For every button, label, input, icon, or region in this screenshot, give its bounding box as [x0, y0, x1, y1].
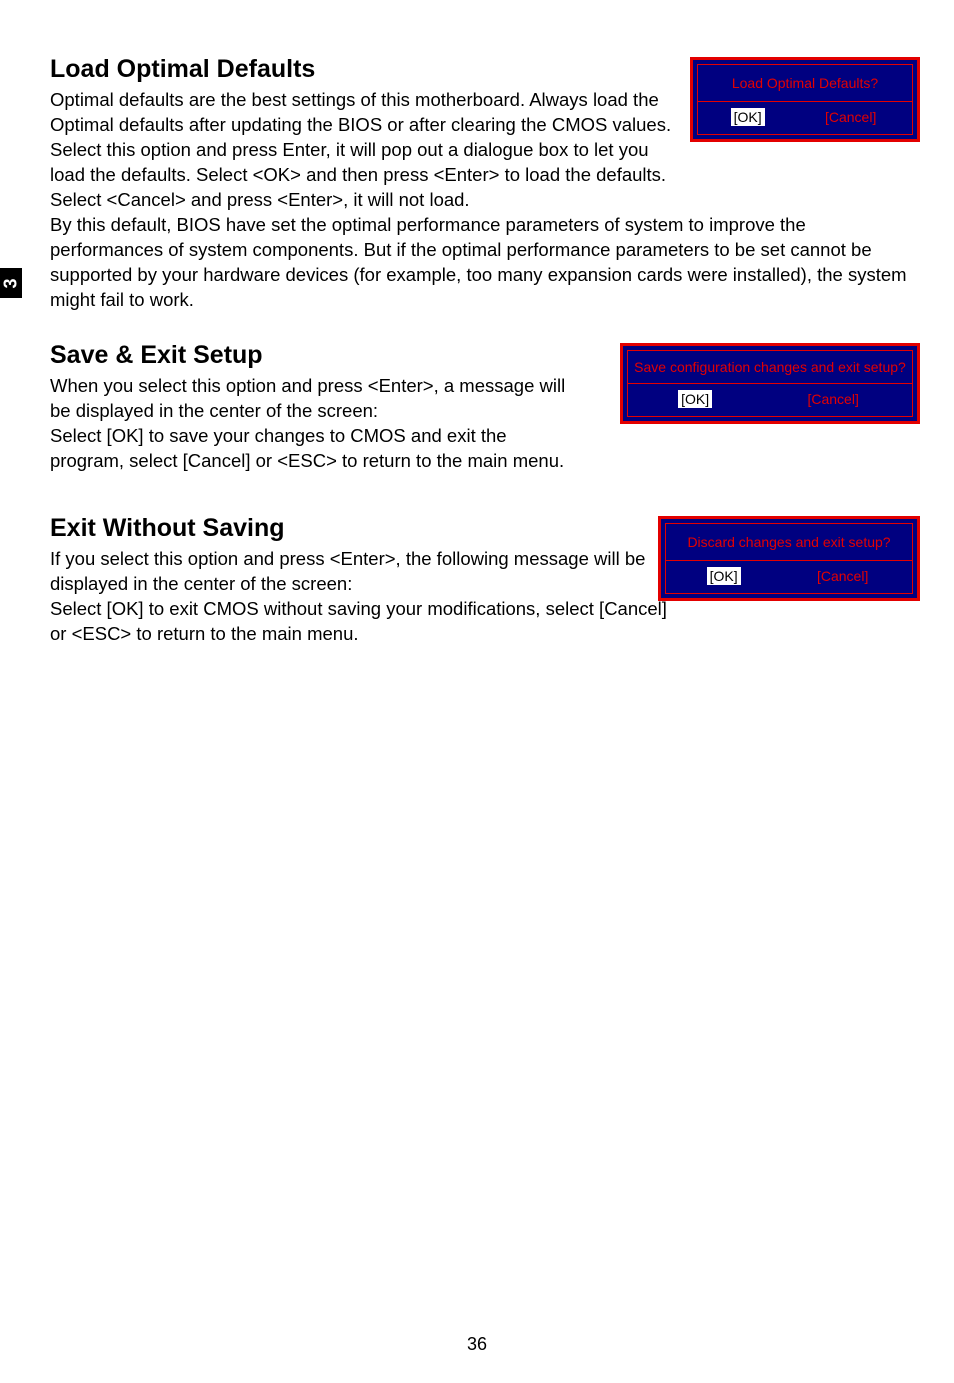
dialog-inner: Load Optimal Defaults? [OK] [Cancel] [697, 64, 913, 135]
paragraph: If you select this option and press <Ent… [50, 547, 675, 597]
page-content: Load Optimal Defaults Load Optimal Defau… [50, 55, 920, 674]
ok-button[interactable]: [OK] [678, 390, 712, 408]
paragraph: Select this option and press Enter, it w… [50, 138, 680, 213]
cancel-button[interactable]: [Cancel] [804, 390, 861, 408]
side-chapter-tab: 3 [0, 268, 22, 298]
dialog-title: Discard changes and exit setup? [666, 524, 912, 560]
cancel-button[interactable]: [Cancel] [814, 567, 871, 585]
paragraph: When you select this option and press <E… [50, 374, 570, 424]
dialog-exit-without: Discard changes and exit setup? [OK] [Ca… [658, 516, 920, 601]
cancel-button[interactable]: [Cancel] [822, 108, 879, 126]
dialog-load-optimal: Load Optimal Defaults? [OK] [Cancel] [690, 57, 920, 142]
paragraph: Select [OK] to save your changes to CMOS… [50, 424, 570, 474]
section-save-exit: Save & Exit Setup Save configuration cha… [50, 341, 920, 474]
paragraph: Select [OK] to exit CMOS without saving … [50, 597, 675, 647]
dialog-inner: Save configuration changes and exit setu… [627, 350, 913, 417]
dialog-title: Load Optimal Defaults? [698, 65, 912, 101]
dialog-inner: Discard changes and exit setup? [OK] [Ca… [665, 523, 913, 594]
dialog-save-exit: Save configuration changes and exit setu… [620, 343, 920, 424]
ok-button[interactable]: [OK] [731, 108, 765, 126]
paragraph: Optimal defaults are the best settings o… [50, 88, 680, 138]
dialog-buttons-row: [OK] [Cancel] [698, 101, 912, 134]
page-number: 36 [0, 1334, 954, 1355]
side-chapter-number: 3 [0, 278, 21, 288]
paragraph: By this default, BIOS have set the optim… [50, 213, 920, 313]
ok-button[interactable]: [OK] [707, 567, 741, 585]
dialog-buttons-row: [OK] [Cancel] [666, 560, 912, 593]
dialog-title: Save configuration changes and exit setu… [628, 351, 912, 383]
dialog-buttons-row: [OK] [Cancel] [628, 383, 912, 416]
section-exit-without: Exit Without Saving Discard changes and … [50, 514, 920, 647]
section-load-optimal: Load Optimal Defaults Load Optimal Defau… [50, 55, 920, 313]
